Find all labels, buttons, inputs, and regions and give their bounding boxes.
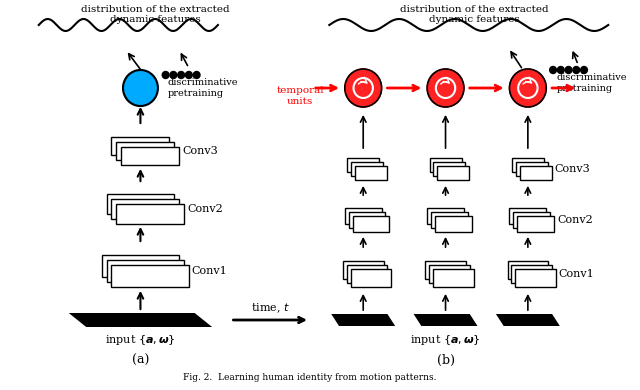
FancyBboxPatch shape — [106, 260, 184, 282]
Text: time, $t$: time, $t$ — [251, 301, 290, 315]
FancyBboxPatch shape — [353, 216, 389, 232]
FancyBboxPatch shape — [437, 166, 469, 180]
Polygon shape — [413, 314, 477, 326]
Text: input $\{\boldsymbol{a}, \boldsymbol{\omega}\}$: input $\{\boldsymbol{a}, \boldsymbol{\om… — [410, 333, 481, 347]
FancyBboxPatch shape — [111, 199, 179, 219]
FancyBboxPatch shape — [433, 162, 465, 176]
FancyBboxPatch shape — [349, 212, 385, 228]
Circle shape — [345, 69, 381, 107]
Text: input $\{\boldsymbol{a}, \boldsymbol{\omega}\}$: input $\{\boldsymbol{a}, \boldsymbol{\om… — [105, 333, 176, 347]
FancyBboxPatch shape — [520, 166, 552, 180]
Circle shape — [193, 71, 200, 78]
Text: Conv1: Conv1 — [559, 269, 595, 279]
FancyBboxPatch shape — [425, 261, 466, 279]
Text: distribution of the extracted
dynamic features: distribution of the extracted dynamic fe… — [81, 5, 229, 25]
Circle shape — [162, 71, 169, 78]
FancyBboxPatch shape — [508, 261, 548, 279]
FancyBboxPatch shape — [516, 162, 548, 176]
Circle shape — [509, 69, 547, 107]
Text: (a): (a) — [132, 353, 149, 367]
FancyBboxPatch shape — [509, 208, 547, 224]
FancyBboxPatch shape — [116, 142, 174, 160]
FancyBboxPatch shape — [511, 265, 552, 283]
FancyBboxPatch shape — [429, 265, 470, 283]
Text: Fig. 2.  Learning human identity from motion patterns.: Fig. 2. Learning human identity from mot… — [183, 373, 436, 382]
Polygon shape — [68, 313, 212, 327]
FancyBboxPatch shape — [355, 166, 387, 180]
Text: (b): (b) — [436, 353, 454, 367]
Circle shape — [550, 67, 556, 73]
Text: temporal
units: temporal units — [276, 86, 324, 106]
FancyBboxPatch shape — [106, 194, 174, 214]
Circle shape — [557, 67, 564, 73]
FancyBboxPatch shape — [513, 212, 550, 228]
FancyBboxPatch shape — [429, 158, 461, 172]
FancyBboxPatch shape — [512, 158, 544, 172]
FancyBboxPatch shape — [351, 162, 383, 176]
Circle shape — [123, 70, 158, 106]
FancyBboxPatch shape — [111, 137, 170, 155]
FancyBboxPatch shape — [427, 208, 464, 224]
Circle shape — [573, 67, 580, 73]
Circle shape — [580, 67, 588, 73]
Polygon shape — [496, 314, 560, 326]
FancyBboxPatch shape — [116, 204, 184, 224]
Circle shape — [186, 71, 192, 78]
FancyBboxPatch shape — [345, 208, 381, 224]
FancyBboxPatch shape — [347, 265, 387, 283]
Text: Conv1: Conv1 — [192, 266, 228, 276]
Text: Conv3: Conv3 — [182, 146, 218, 156]
Circle shape — [170, 71, 177, 78]
Text: Conv3: Conv3 — [554, 164, 590, 174]
Text: Conv2: Conv2 — [557, 215, 593, 225]
Text: discriminative
pretraining: discriminative pretraining — [557, 73, 627, 93]
Text: Conv2: Conv2 — [187, 204, 223, 214]
FancyBboxPatch shape — [515, 269, 556, 287]
Circle shape — [178, 71, 184, 78]
FancyBboxPatch shape — [431, 212, 468, 228]
Circle shape — [565, 67, 572, 73]
FancyBboxPatch shape — [343, 261, 383, 279]
FancyBboxPatch shape — [102, 255, 179, 277]
Polygon shape — [332, 314, 395, 326]
FancyBboxPatch shape — [348, 158, 379, 172]
Text: distribution of the extracted
dynamic features: distribution of the extracted dynamic fe… — [400, 5, 549, 25]
FancyBboxPatch shape — [111, 265, 189, 287]
FancyBboxPatch shape — [433, 269, 474, 287]
Circle shape — [427, 69, 464, 107]
FancyBboxPatch shape — [517, 216, 554, 232]
FancyBboxPatch shape — [435, 216, 472, 232]
FancyBboxPatch shape — [121, 147, 179, 165]
Text: discriminative
pretraining: discriminative pretraining — [168, 78, 238, 98]
FancyBboxPatch shape — [351, 269, 391, 287]
